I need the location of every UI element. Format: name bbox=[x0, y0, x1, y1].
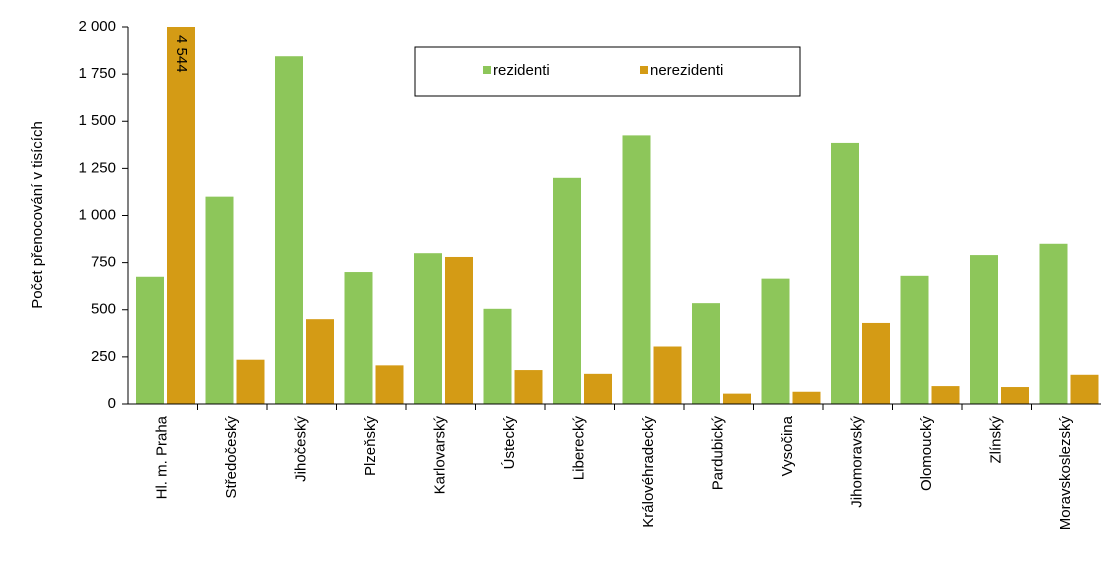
bar bbox=[970, 255, 998, 404]
x-tick-label: Moravskoslezský bbox=[1057, 416, 1074, 531]
bar bbox=[831, 142, 859, 404]
x-tick-label: Hl. m. Praha bbox=[154, 415, 171, 499]
x-tick-label: Jihomoravský bbox=[849, 416, 866, 508]
bar bbox=[344, 272, 373, 404]
bar bbox=[414, 253, 442, 404]
legend-box bbox=[414, 46, 801, 97]
bar bbox=[931, 386, 960, 404]
y-tick-label: 1 000 bbox=[78, 206, 116, 223]
y-tick-label: 1 750 bbox=[78, 65, 116, 82]
bar bbox=[792, 391, 821, 404]
x-tick-label: Jihočeský bbox=[293, 416, 310, 482]
x-tick-label: Ústecký bbox=[501, 416, 518, 470]
x-tick-label: Královéhradecký bbox=[640, 416, 657, 528]
bar bbox=[236, 359, 265, 404]
bar bbox=[723, 393, 751, 404]
y-axis-title: Počet přenocování v tisících bbox=[29, 121, 46, 309]
value-label: 4 544 bbox=[173, 35, 190, 73]
bar bbox=[761, 278, 790, 404]
x-tick-label: Liberecký bbox=[571, 416, 588, 481]
bar bbox=[275, 56, 303, 404]
bar bbox=[653, 346, 682, 404]
bar bbox=[900, 275, 929, 404]
bar bbox=[1001, 387, 1029, 404]
x-tick-label: Vysočina bbox=[779, 415, 796, 476]
bar bbox=[136, 276, 164, 404]
legend-label: rezidenti bbox=[493, 62, 550, 79]
bar bbox=[584, 373, 612, 404]
y-tick-label: 500 bbox=[91, 301, 116, 318]
y-tick-label: 250 bbox=[91, 348, 116, 365]
bar bbox=[205, 196, 234, 404]
bar bbox=[514, 370, 543, 404]
x-tick-label: Zlínský bbox=[988, 416, 1005, 464]
bar bbox=[375, 365, 404, 404]
plot-area bbox=[136, 27, 1099, 404]
bar bbox=[1070, 374, 1099, 404]
x-tick-label: Olomoucký bbox=[918, 416, 935, 492]
y-tick-label: 1 500 bbox=[78, 112, 116, 129]
bar bbox=[445, 256, 473, 404]
x-tick-label: Středočeský bbox=[223, 416, 240, 499]
x-tick-label: Plzeňský bbox=[362, 416, 379, 477]
bar bbox=[692, 303, 720, 404]
x-tick-label: Pardubický bbox=[710, 416, 727, 491]
bar bbox=[1039, 243, 1068, 404]
bar bbox=[862, 322, 890, 404]
legend-label: nerezidenti bbox=[650, 62, 723, 79]
y-tick-label: 750 bbox=[91, 254, 116, 271]
legend-swatch bbox=[640, 66, 648, 74]
bar bbox=[622, 135, 651, 404]
bar bbox=[483, 308, 512, 404]
bar bbox=[167, 27, 195, 404]
y-tick-label: 0 bbox=[108, 395, 116, 412]
y-tick-label: 2 000 bbox=[78, 18, 116, 35]
bar bbox=[553, 177, 581, 404]
y-tick-label: 1 250 bbox=[78, 159, 116, 176]
legend-swatch bbox=[483, 66, 491, 74]
bar bbox=[306, 319, 334, 404]
x-tick-label: Karlovarský bbox=[432, 416, 449, 495]
